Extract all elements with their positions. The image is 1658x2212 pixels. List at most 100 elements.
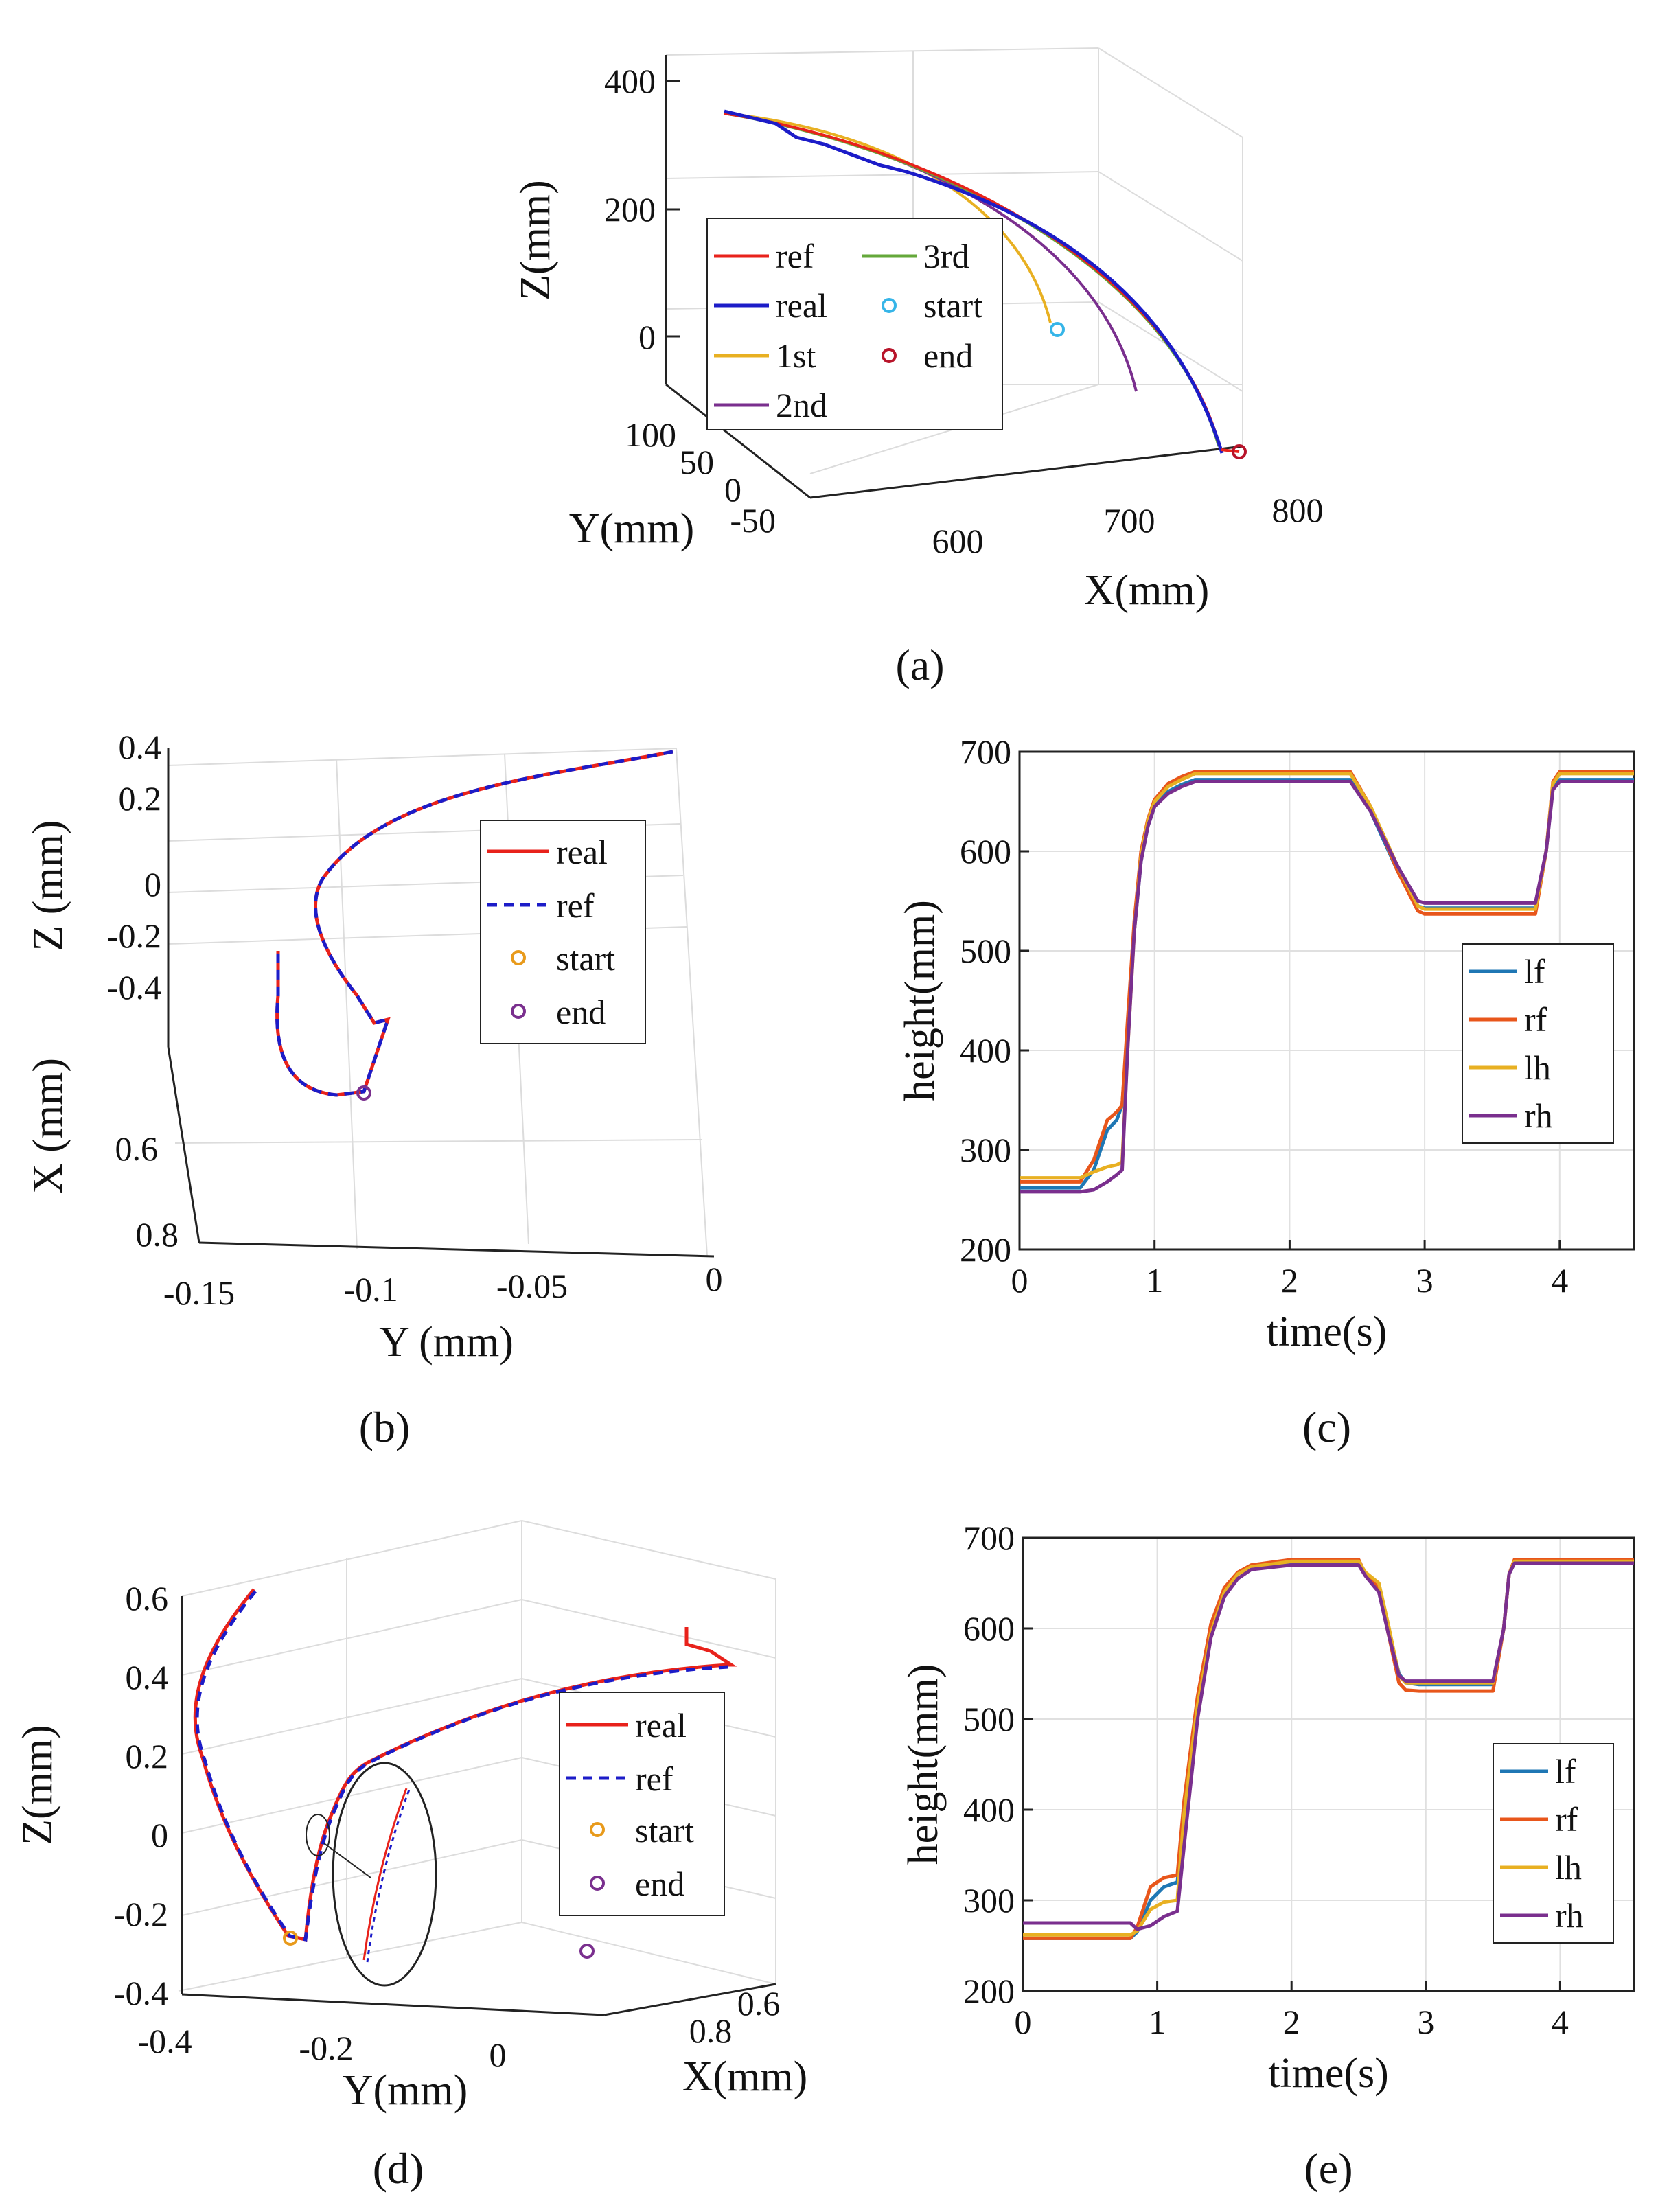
x-tick-label: 2 bbox=[1283, 2003, 1300, 2041]
legend-label-start: start bbox=[556, 939, 615, 978]
panel-a-curve-real bbox=[724, 109, 1224, 454]
legend-label-end: end bbox=[556, 993, 606, 1031]
panel-d-end-marker bbox=[579, 1944, 595, 1959]
panel-b-xtick: 0.6 bbox=[115, 1129, 159, 1168]
panel-a-curve-end-tail bbox=[1220, 448, 1240, 453]
x-tick-label: 4 bbox=[1551, 1261, 1568, 1300]
y-tick-label: 400 bbox=[960, 1031, 1011, 1070]
panel-b-ytick: -0.05 bbox=[496, 1267, 568, 1305]
y-tick-label: 200 bbox=[960, 1230, 1011, 1269]
x-tick-label: 3 bbox=[1417, 2003, 1434, 2041]
legend-label-real: real bbox=[556, 833, 608, 871]
panel-d-ztick: -0.4 bbox=[114, 1974, 168, 2012]
panel-a: 400 200 0 Z(mm) 100 50 0 -50 Y(mm) 600 7… bbox=[512, 47, 1324, 689]
legend-box bbox=[1493, 1743, 1614, 1944]
panel-a-zlabel: Z(mm) bbox=[512, 180, 559, 301]
legend-swatch-start bbox=[511, 950, 526, 965]
panel-b-ylabel: Y (mm) bbox=[379, 1319, 514, 1366]
panel-b-curve-ref bbox=[275, 750, 673, 1097]
legend-swatch-start bbox=[882, 298, 897, 313]
legend-label-start: start bbox=[923, 286, 982, 325]
panel-d-ztick: -0.2 bbox=[114, 1895, 168, 1933]
legend-label-ref: ref bbox=[556, 886, 595, 925]
plot-frame bbox=[1022, 1536, 1635, 1992]
panel-b-ztick: 0.2 bbox=[119, 779, 162, 818]
panel-b-xlabel: X (mm) bbox=[25, 1058, 71, 1194]
panel-b-ytick: -0.1 bbox=[343, 1270, 398, 1309]
caption-c: (c) bbox=[1302, 1403, 1351, 1451]
x-tick-label: 1 bbox=[1149, 2003, 1166, 2041]
panel-d-curve-ref bbox=[195, 1590, 733, 1942]
panel-d-axes bbox=[181, 1596, 776, 2016]
legend-label-ref: ref bbox=[635, 1760, 673, 1798]
caption-e: (e) bbox=[1304, 2144, 1352, 2193]
caption-d: (d) bbox=[373, 2144, 424, 2193]
legend-label-ref: ref bbox=[776, 237, 814, 275]
panel-d-ytick: -0.4 bbox=[137, 2022, 192, 2060]
plot-frame bbox=[1018, 750, 1635, 1251]
legend-label-2nd: 2nd bbox=[776, 386, 827, 424]
y-axis-label: height(mm) bbox=[897, 900, 943, 1101]
panel-a-axes bbox=[665, 55, 1243, 499]
legend-swatch-end bbox=[590, 1876, 605, 1891]
panel-a-ylabel: Y(mm) bbox=[569, 505, 695, 552]
panel-a-xtick: 800 bbox=[1272, 491, 1324, 529]
panel-d-start-marker bbox=[283, 1931, 298, 1946]
panel-d-zlabel: Z(mm) bbox=[14, 1725, 61, 1845]
y-tick-label: 400 bbox=[963, 1790, 1015, 1829]
panel-d-xtick: 0.6 bbox=[737, 1984, 781, 2023]
panel-d-ytick: 0 bbox=[490, 2036, 507, 2074]
panel-a-ztick: 0 bbox=[638, 318, 656, 356]
panel-b-ztick: 0 bbox=[144, 865, 161, 903]
y-tick-label: 700 bbox=[963, 1519, 1015, 1557]
legend-swatch-start bbox=[590, 1822, 605, 1837]
panel-b-zlabel: Z (mm) bbox=[25, 820, 71, 951]
y-tick-label: 200 bbox=[963, 1972, 1015, 2010]
legend-label-rf: rf bbox=[1524, 1000, 1547, 1039]
panel-b: 0.4 0.2 0 -0.2 -0.4 Z (mm) 0.6 0.8 X (mm… bbox=[25, 728, 723, 1451]
legend-label-lh: lh bbox=[1555, 1848, 1582, 1887]
panel-d-ytick: -0.2 bbox=[299, 2029, 353, 2067]
y-tick-label: 500 bbox=[960, 932, 1011, 970]
legend-box bbox=[1462, 943, 1614, 1144]
legend-label-rh: rh bbox=[1524, 1096, 1553, 1135]
panel-a-xlabel: X(mm) bbox=[1084, 567, 1210, 614]
panel-d-ztick: 0 bbox=[151, 1816, 168, 1854]
panel-d-xlabel: X(mm) bbox=[682, 2053, 808, 2100]
panel-d-ztick: 0.6 bbox=[126, 1579, 169, 1617]
legend-label-rf: rf bbox=[1555, 1800, 1578, 1839]
panel-b-xtick: 0.8 bbox=[136, 1215, 179, 1254]
x-axis-label: time(s) bbox=[1268, 2050, 1389, 2097]
legend-label-rh: rh bbox=[1555, 1896, 1584, 1935]
legend-label-1st: 1st bbox=[776, 336, 816, 375]
panel-b-legend: real ref start end bbox=[480, 820, 646, 1044]
panel-a-legend: ref real 1st 2nd 3rd start end bbox=[706, 218, 1003, 430]
legend-swatch-end bbox=[511, 1004, 526, 1019]
x-axis-label: time(s) bbox=[1267, 1309, 1388, 1355]
panel-d-ztick: 0.4 bbox=[126, 1658, 169, 1696]
panel-d-xtick: 0.8 bbox=[689, 2012, 733, 2050]
caption-a: (a) bbox=[895, 641, 944, 689]
legend-label-real: real bbox=[635, 1706, 687, 1744]
panel-b-ztick: 0.4 bbox=[119, 728, 162, 766]
y-tick-label: 700 bbox=[960, 733, 1011, 771]
legend-label-lh: lh bbox=[1524, 1048, 1551, 1087]
panel-d: 0.6 0.4 0.2 0 -0.2 -0.4 Z(mm) -0.4 -0.2 … bbox=[14, 1520, 808, 2193]
y-tick-label: 300 bbox=[963, 1881, 1015, 1920]
panel-a-ztick: 200 bbox=[604, 190, 656, 229]
legend-label-3rd: 3rd bbox=[923, 237, 969, 275]
legend-label-end: end bbox=[923, 336, 973, 375]
caption-b: (b) bbox=[359, 1403, 411, 1451]
panel-e: 0 1 2 3 4 200 300 400 500 600 700 time(s) height(mm)… bbox=[900, 1519, 1635, 2193]
x-tick-label: 4 bbox=[1552, 2003, 1569, 2041]
panel-a-tick-marks bbox=[666, 80, 680, 338]
x-tick-label: 2 bbox=[1281, 1261, 1298, 1300]
panel-d-zoom-inset bbox=[306, 1762, 437, 1987]
x-tick-label: 1 bbox=[1146, 1261, 1163, 1300]
panel-a-xtick: 700 bbox=[1104, 501, 1155, 540]
y-axis-label: height(mm) bbox=[900, 1664, 947, 1865]
panel-a-end-marker bbox=[1232, 444, 1247, 459]
panel-a-start-marker bbox=[1050, 322, 1065, 337]
legend-label-start: start bbox=[635, 1811, 694, 1850]
